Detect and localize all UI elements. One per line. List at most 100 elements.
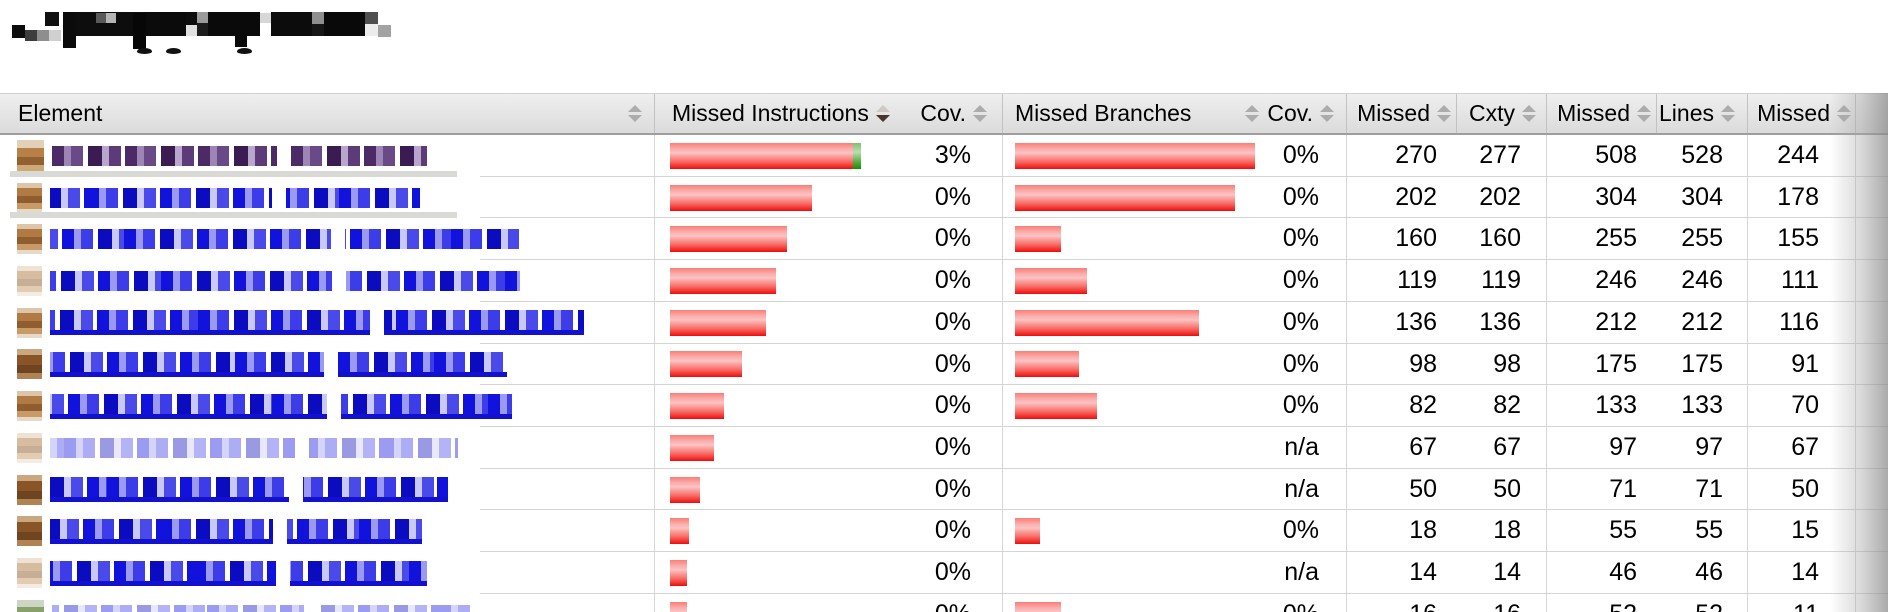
package-icon <box>17 558 42 589</box>
column-header-element[interactable]: Element <box>0 94 655 133</box>
cxty-value: 82 <box>1457 385 1547 428</box>
table-header-row: Element Missed Instructions Cov. Missed … <box>0 93 1888 135</box>
element-link[interactable] <box>50 229 519 250</box>
element-link[interactable] <box>50 560 427 586</box>
redacted-page-title <box>0 0 500 70</box>
column-header-cxty[interactable]: Cxty <box>1457 94 1547 133</box>
redacted-title-block <box>133 13 146 49</box>
missed-cxty-value: 18 <box>1409 516 1437 545</box>
missed-instructions-bar-cell <box>655 344 900 386</box>
element-link[interactable] <box>50 518 422 544</box>
element-link[interactable] <box>50 351 507 377</box>
element-cell <box>0 427 655 469</box>
sort-arrows-icon <box>1637 105 1651 122</box>
missed-lines-value: 71 <box>1609 474 1637 503</box>
package-icon <box>17 432 42 463</box>
missed-instructions-bar-cell <box>655 385 900 427</box>
branches-missed-bar <box>1015 351 1079 378</box>
column-header-cov-branches-label[interactable]: Cov. <box>1267 100 1313 126</box>
instructions-coverage-value: 0% <box>900 176 1003 219</box>
element-link[interactable] <box>50 437 458 458</box>
column-header-missed-methods[interactable]: Missed <box>1748 94 1856 133</box>
package-icon <box>17 474 42 505</box>
branches-coverage-value: 0% <box>1258 301 1347 344</box>
missed-methods-value: 116 <box>1748 301 1856 344</box>
sort-arrows-icon <box>1245 105 1260 122</box>
missed-cxty-value: 67 <box>1409 433 1437 462</box>
clipped-column-cell <box>1856 469 1888 511</box>
missed-instructions-bar-cell <box>655 552 900 594</box>
column-header-lines[interactable]: Lines <box>1657 94 1748 133</box>
element-link[interactable] <box>52 145 427 166</box>
redacted-link-text <box>290 560 427 586</box>
missed-methods-value: 111 <box>1748 260 1856 302</box>
column-header-missed-instructions-label: Missed Instructions <box>672 100 869 126</box>
redacted-title-block <box>106 13 116 23</box>
sort-arrows-icon <box>973 105 987 122</box>
branches-coverage-value: n/a <box>1258 552 1347 594</box>
branches-coverage-value: 0% <box>1258 385 1347 428</box>
redacted-link-text <box>287 518 422 544</box>
redacted-title-block <box>378 25 391 37</box>
missed-cxty-value: 82 <box>1409 391 1437 420</box>
clipped-column-cell <box>1856 177 1888 219</box>
column-header-missed-cxty[interactable]: Missed <box>1347 94 1457 133</box>
redacted-title-block <box>208 12 260 36</box>
element-cell <box>0 260 655 302</box>
branches-missed-bar <box>1015 393 1097 420</box>
redacted-link-text <box>50 310 370 336</box>
redacted-title-block <box>271 12 312 36</box>
table-row: 0% n/a 14 14 46 46 14 <box>0 552 1888 594</box>
column-header-missed-lines[interactable]: Missed <box>1547 94 1657 133</box>
redacted-link-text <box>286 187 420 208</box>
element-link[interactable] <box>52 604 472 612</box>
redacted-link-text <box>50 560 276 586</box>
sort-arrows-icon <box>1320 105 1334 122</box>
redacted-title-block <box>235 25 247 47</box>
element-cell <box>0 176 655 219</box>
element-link[interactable] <box>50 310 584 336</box>
missed-branches-bar-cell <box>1003 469 1258 511</box>
table-row: 0% n/a 67 67 97 97 67 <box>0 427 1888 469</box>
package-icon <box>17 599 44 612</box>
instructions-missed-bar <box>670 601 687 612</box>
table-row: 0% 0% 18 18 55 55 15 <box>0 510 1888 553</box>
instructions-missed-bar <box>670 518 689 545</box>
column-header-element-label: Element <box>18 100 103 126</box>
cxty-value: 160 <box>1457 218 1547 261</box>
redacted-title-block <box>260 13 271 23</box>
element-cell <box>0 218 655 261</box>
element-cell <box>0 510 655 553</box>
element-link[interactable] <box>50 271 520 292</box>
column-header-missed-branches[interactable]: Missed Branches Cov. <box>1003 94 1347 133</box>
missed-instructions-bar-cell <box>655 510 900 552</box>
instructions-missed-bar <box>670 351 742 378</box>
redaction-gray-bar <box>10 212 457 219</box>
cxty-value: 277 <box>1457 135 1547 177</box>
branches-missed-bar <box>1015 142 1255 169</box>
lines-value: 212 <box>1657 301 1748 344</box>
redacted-title-block <box>324 12 365 36</box>
instructions-missed-bar <box>670 226 787 253</box>
redacted-title-block <box>37 30 49 41</box>
branches-coverage-value: n/a <box>1258 468 1347 511</box>
instructions-coverage-value: 0% <box>900 593 1003 612</box>
missed-instructions-bar-cell <box>655 302 900 344</box>
missed-lines-value: 46 <box>1609 558 1637 587</box>
missed-cxty-value: 270 <box>1395 141 1437 169</box>
redacted-title-block <box>25 30 37 41</box>
column-header-cov-instructions-label[interactable]: Cov. <box>920 100 966 126</box>
lines-value: 246 <box>1657 260 1748 302</box>
missed-cxty-value: 16 <box>1347 594 1457 612</box>
element-cell <box>0 385 655 428</box>
element-link[interactable] <box>50 477 448 503</box>
missed-instructions-bar-cell <box>655 260 900 302</box>
missed-cxty-value: 160 <box>1395 224 1437 253</box>
column-header-missed-cxty-label: Missed <box>1357 100 1430 126</box>
column-header-missed-instructions[interactable]: Missed Instructions Cov. <box>655 94 1003 133</box>
element-link[interactable] <box>50 187 420 208</box>
element-link[interactable] <box>50 393 512 419</box>
clipped-column-cell <box>1856 385 1888 427</box>
package-icon <box>17 391 42 422</box>
clipped-column-cell <box>1856 594 1888 612</box>
